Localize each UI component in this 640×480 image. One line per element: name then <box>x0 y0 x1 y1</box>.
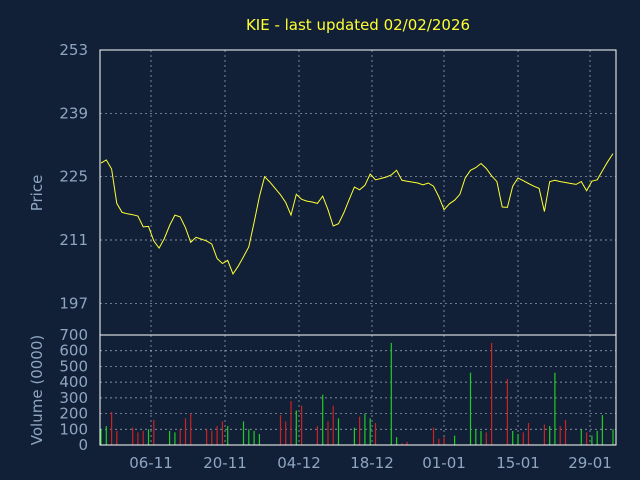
volume-plot-frame <box>99 334 617 446</box>
x-tick-label: 04-12 <box>277 454 321 472</box>
volume-tick-label: 300 <box>59 389 88 407</box>
price-tick-label: 253 <box>59 41 88 59</box>
price-panel: 197 211 225 239 253 Price <box>28 41 617 336</box>
price-axis-label: Price <box>28 175 46 212</box>
volume-tick-label: 200 <box>59 405 88 423</box>
volume-tick-label: 500 <box>59 357 88 375</box>
x-tick-label: 06-11 <box>129 454 173 472</box>
price-plot-frame <box>99 49 617 336</box>
volume-tick-label: 600 <box>59 342 88 360</box>
volume-tick-label: 400 <box>59 373 88 391</box>
volume-tick-label: 0 <box>78 436 88 454</box>
price-tick-label: 225 <box>59 168 88 186</box>
volume-tick-label: 700 <box>59 326 88 344</box>
x-tick-label: 01-01 <box>422 454 466 472</box>
price-tick-label: 197 <box>59 294 88 312</box>
price-tick-label: 239 <box>59 104 88 122</box>
x-tick-label: 18-12 <box>350 454 394 472</box>
chart-title: KIE - last updated 02/02/2026 <box>246 16 470 34</box>
x-axis: 06-11 20-11 04-12 18-12 01-01 15-01 29-01 <box>129 454 612 472</box>
price-series-line <box>100 153 614 275</box>
x-tick-label: 15-01 <box>496 454 540 472</box>
volume-axis-label: Volume (0000) <box>28 335 46 445</box>
x-tick-label: 20-11 <box>203 454 247 472</box>
volume-tick-label: 100 <box>59 420 88 438</box>
x-tick-label: 29-01 <box>568 454 612 472</box>
price-tick-label: 211 <box>59 231 88 249</box>
